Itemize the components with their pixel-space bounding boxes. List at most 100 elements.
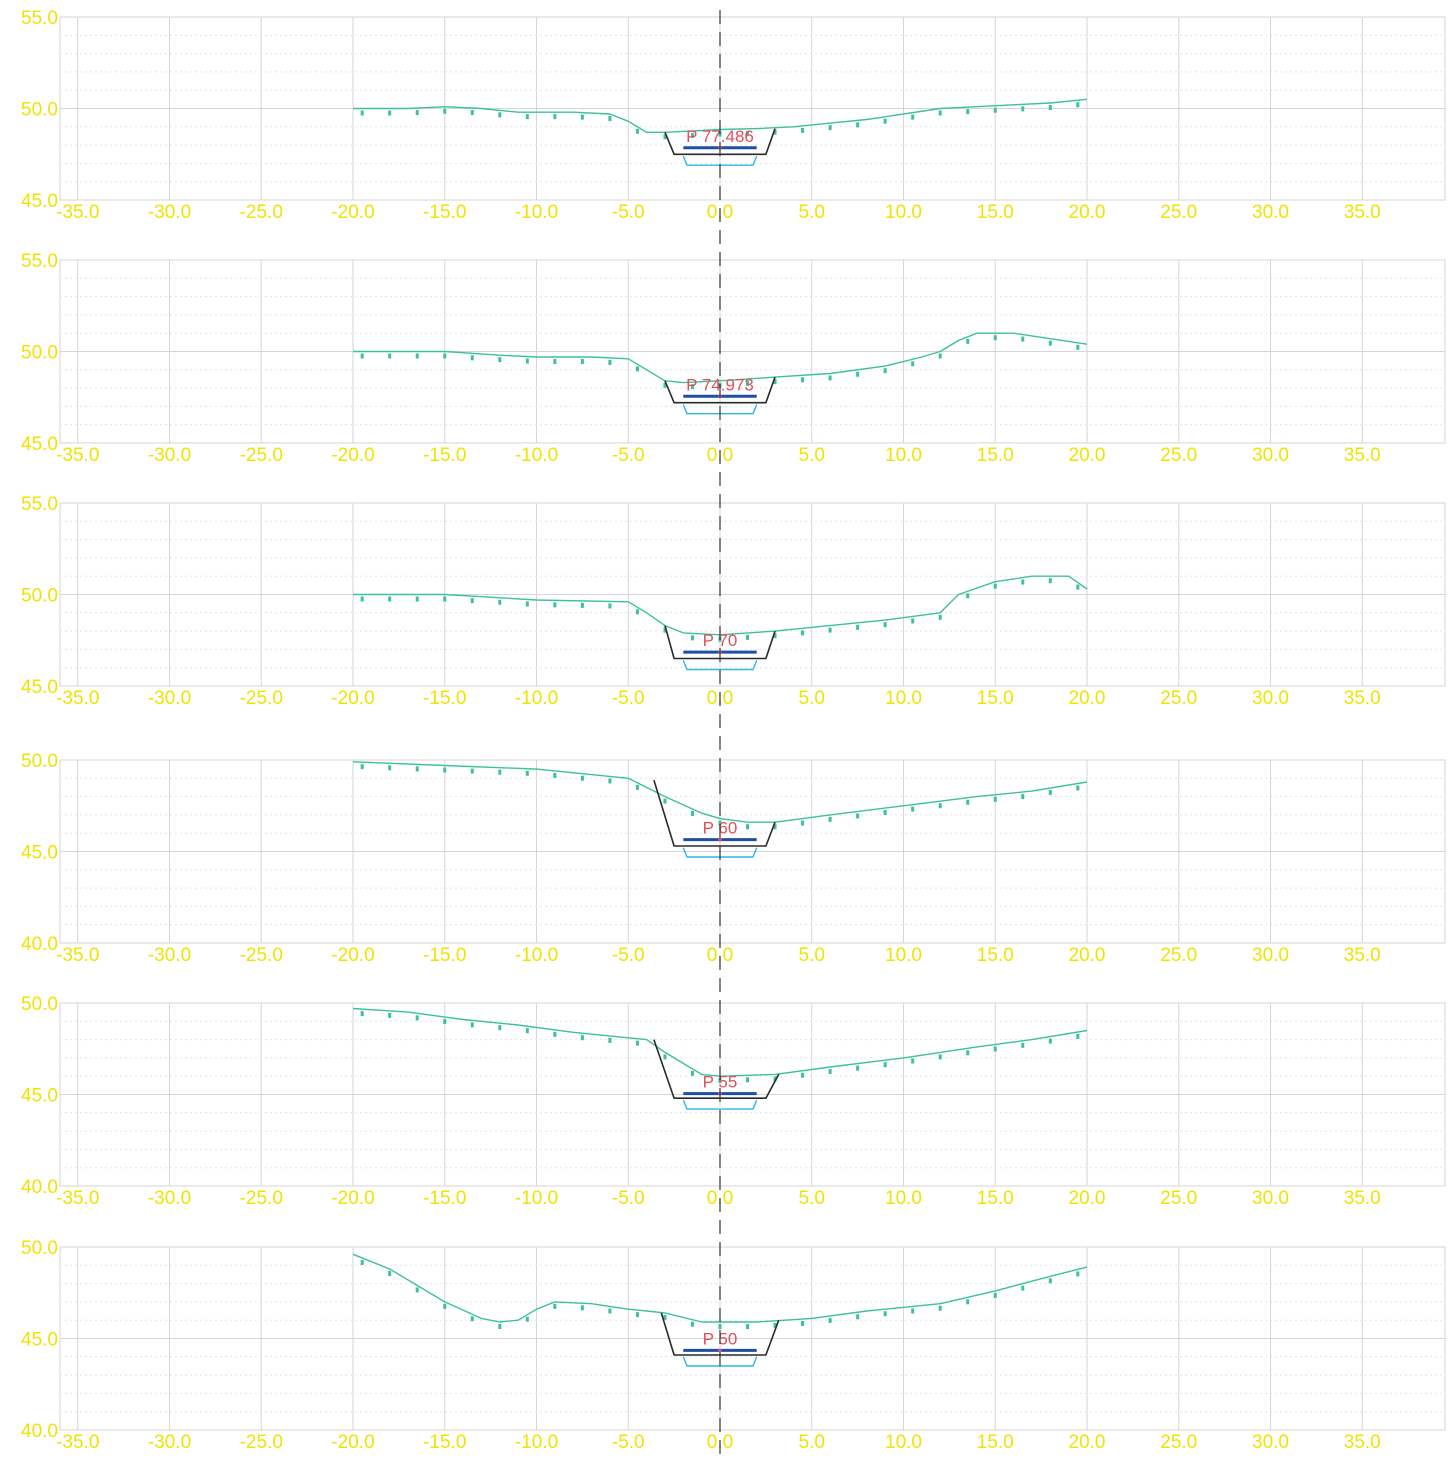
x-tick-label: -30.0 <box>148 1432 191 1453</box>
x-tick-label: -35.0 <box>56 945 99 966</box>
x-tick-label: -15.0 <box>423 202 466 223</box>
x-tick-label: 20.0 <box>1069 1432 1106 1453</box>
station-label: P 55 <box>703 1073 738 1092</box>
x-tick-label: -25.0 <box>240 945 283 966</box>
bedding-line <box>682 1099 758 1110</box>
x-tick-label: -5.0 <box>612 202 645 223</box>
x-tick-label: -15.0 <box>423 1432 466 1453</box>
y-tick-label: 45.0 <box>21 191 58 212</box>
x-tick-label: 35.0 <box>1344 688 1381 709</box>
y-tick-label: 45.0 <box>21 434 58 455</box>
x-tick-label: 20.0 <box>1069 688 1106 709</box>
x-tick-label: 20.0 <box>1069 445 1106 466</box>
y-tick-label: 40.0 <box>21 1421 58 1442</box>
x-tick-label: 20.0 <box>1069 945 1106 966</box>
y-tick-label: 50.0 <box>21 1238 58 1259</box>
x-tick-label: -10.0 <box>515 1432 558 1453</box>
pipe-center-dot <box>718 1348 722 1353</box>
x-tick-label: 0.0 <box>707 945 733 966</box>
profile-panel: 45.0 50.0 55.0 -35.0 -30.0 -25.0 -20.0 -15.0 -10… <box>21 494 1446 709</box>
x-tick-label: 5.0 <box>799 1188 825 1209</box>
x-tick-label: 35.0 <box>1344 445 1381 466</box>
y-tick-label: 40.0 <box>21 934 58 955</box>
y-tick-label: 45.0 <box>21 843 58 864</box>
x-tick-label: -15.0 <box>423 688 466 709</box>
x-tick-label: 25.0 <box>1160 1188 1197 1209</box>
x-tick-label: -20.0 <box>331 688 374 709</box>
profile-panel: 40.0 45.0 50.0 -35.0 -30.0 -25.0 -20.0 -15.0 -10… <box>21 994 1446 1209</box>
x-tick-label: 30.0 <box>1252 202 1289 223</box>
x-tick-label: -5.0 <box>612 945 645 966</box>
y-tick-label: 45.0 <box>21 1330 58 1351</box>
x-tick-label: 15.0 <box>977 1432 1014 1453</box>
ground-profile-line <box>352 761 1088 823</box>
x-tick-label: -35.0 <box>56 445 99 466</box>
x-tick-label: -35.0 <box>56 688 99 709</box>
x-tick-label: -20.0 <box>331 445 374 466</box>
x-tick-label: -35.0 <box>56 1188 99 1209</box>
y-tick-label: 50.0 <box>21 586 58 607</box>
profile-panel: 45.0 50.0 55.0 -35.0 -30.0 -25.0 -20.0 -15.0 -10… <box>21 8 1446 223</box>
x-tick-label: 10.0 <box>885 945 922 966</box>
x-tick-label: -10.0 <box>515 945 558 966</box>
x-tick-label: 25.0 <box>1160 688 1197 709</box>
x-tick-label: 5.0 <box>799 688 825 709</box>
x-tick-label: -5.0 <box>612 688 645 709</box>
x-tick-label: 15.0 <box>977 945 1014 966</box>
x-tick-label: -35.0 <box>56 202 99 223</box>
y-tick-label: 50.0 <box>21 994 58 1015</box>
x-tick-label: -20.0 <box>331 1432 374 1453</box>
y-tick-label: 45.0 <box>21 1086 58 1107</box>
ground-profile-line <box>352 1007 1088 1077</box>
x-tick-label: -5.0 <box>612 1188 645 1209</box>
x-tick-label: 5.0 <box>799 445 825 466</box>
bedding-line <box>682 660 758 671</box>
x-tick-label: 25.0 <box>1160 202 1197 223</box>
profile-panels: 45.0 50.0 55.0 -35.0 -30.0 -25.0 -20.0 -15.0 -10… <box>21 8 1446 1453</box>
y-tick-label: 55.0 <box>21 494 58 515</box>
x-tick-label: -25.0 <box>240 1188 283 1209</box>
x-tick-label: -15.0 <box>423 1188 466 1209</box>
x-tick-label: -25.0 <box>240 1432 283 1453</box>
y-tick-label: 45.0 <box>21 677 58 698</box>
x-tick-label: -25.0 <box>240 445 283 466</box>
y-tick-label: 50.0 <box>21 751 58 772</box>
ground-profile-line <box>353 98 1088 134</box>
x-tick-label: 30.0 <box>1252 945 1289 966</box>
x-tick-label: -15.0 <box>423 945 466 966</box>
x-tick-label: 30.0 <box>1252 688 1289 709</box>
x-tick-label: 25.0 <box>1160 945 1197 966</box>
x-tick-label: 30.0 <box>1252 445 1289 466</box>
y-tick-label: 50.0 <box>21 343 58 364</box>
x-tick-label: 15.0 <box>977 688 1014 709</box>
x-tick-label: -30.0 <box>148 202 191 223</box>
y-tick-label: 40.0 <box>21 1177 58 1198</box>
x-tick-label: 20.0 <box>1069 202 1106 223</box>
x-tick-label: 35.0 <box>1344 945 1381 966</box>
x-tick-label: -10.0 <box>515 445 558 466</box>
x-tick-label: 15.0 <box>977 202 1014 223</box>
x-tick-label: -30.0 <box>148 445 191 466</box>
x-tick-label: -10.0 <box>515 202 558 223</box>
x-tick-label: -15.0 <box>423 445 466 466</box>
ground-profile-line <box>352 1253 1088 1323</box>
x-tick-label: 15.0 <box>977 1188 1014 1209</box>
x-tick-label: 30.0 <box>1252 1432 1289 1453</box>
x-tick-label: 10.0 <box>885 1188 922 1209</box>
x-tick-label: 10.0 <box>885 445 922 466</box>
x-tick-label: 5.0 <box>799 202 825 223</box>
x-tick-label: -30.0 <box>148 1188 191 1209</box>
station-label: P 77.486 <box>686 127 754 146</box>
x-tick-label: 20.0 <box>1069 1188 1106 1209</box>
x-tick-label: 5.0 <box>799 945 825 966</box>
x-tick-label: -5.0 <box>612 445 645 466</box>
x-tick-label: -25.0 <box>240 688 283 709</box>
x-tick-label: 35.0 <box>1344 1432 1381 1453</box>
x-tick-label: 25.0 <box>1160 445 1197 466</box>
trench-outline <box>664 376 776 404</box>
pipe-center-dot <box>718 837 722 842</box>
x-tick-label: 35.0 <box>1344 1188 1381 1209</box>
y-tick-label: 50.0 <box>21 100 58 121</box>
